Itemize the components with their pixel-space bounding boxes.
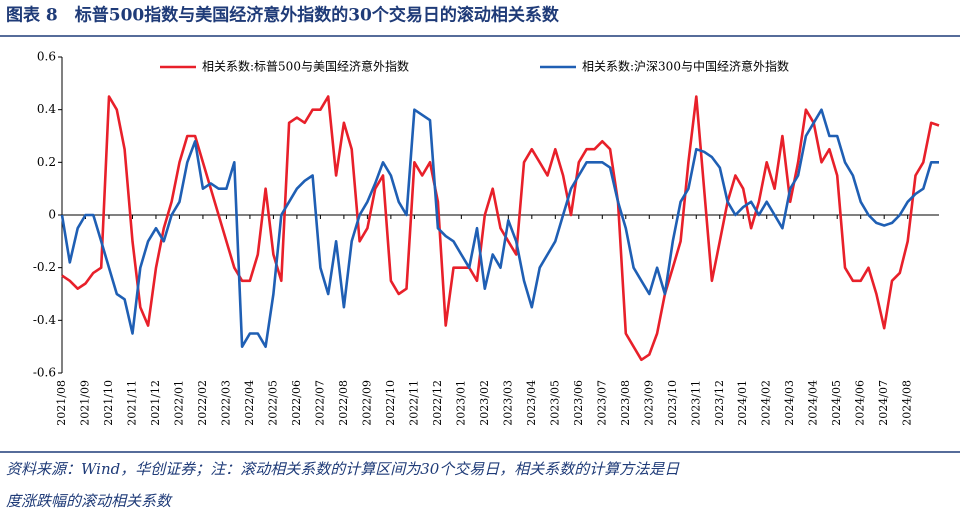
- x-tick-label: 2022/01: [172, 380, 185, 426]
- x-tick-label: 2022/08: [337, 380, 350, 426]
- x-tick-label: 2023/01: [454, 380, 467, 426]
- x-tick-label: 2023/08: [619, 380, 632, 426]
- y-tick-label: 0: [48, 208, 56, 222]
- x-tick-label: 2024/05: [830, 380, 843, 426]
- x-tick-label: 2023/12: [713, 380, 726, 426]
- y-tick-label: 0.4: [37, 102, 56, 116]
- x-tick-label: 2024/07: [877, 380, 890, 426]
- x-tick-label: 2024/08: [901, 380, 914, 426]
- y-tick-label: -0.6: [33, 366, 56, 380]
- x-tick-label: 2023/02: [478, 380, 491, 426]
- x-tick-label: 2022/02: [196, 380, 209, 426]
- x-tick-label: 2023/04: [525, 380, 538, 426]
- x-tick-label: 2022/10: [384, 380, 397, 426]
- legend-label: 相关系数:沪深300与中国经济意外指数: [582, 59, 789, 74]
- source: 度涨跌幅的滚动相关系数: [6, 492, 173, 510]
- x-tick-label: 2024/03: [783, 380, 796, 426]
- y-tick-label: 0.2: [37, 155, 56, 169]
- x-tick-label: 2022/06: [290, 380, 303, 426]
- x-tick-label: 2024/06: [854, 380, 867, 426]
- x-tick-label: 2023/10: [666, 380, 679, 426]
- x-tick-label: 2024/04: [807, 380, 820, 426]
- x-tick-label: 2023/09: [642, 380, 655, 426]
- x-tick-label: 2021/11: [125, 380, 138, 426]
- y-tick-label: -0.2: [33, 260, 56, 274]
- source: 资料来源：Wind，华创证券；注：滚动相关系数的计算区间为30个交易日，相关系数…: [6, 460, 680, 478]
- x-tick-label: 2021/10: [102, 380, 115, 426]
- x-tick-label: 2021/08: [55, 380, 68, 426]
- x-tick-label: 2022/11: [407, 380, 420, 426]
- line-series: [60, 108, 939, 348]
- x-tick-label: 2022/09: [360, 380, 373, 426]
- x-tick-label: 2021/12: [149, 380, 162, 426]
- x-tick-label: 2022/03: [219, 380, 232, 426]
- x-tick-label: 2022/07: [313, 380, 326, 426]
- x-tick-label: 2023/03: [501, 380, 514, 426]
- x-tick-label: 2024/01: [736, 380, 749, 426]
- chart-title: 图表 8 标普500指数与美国经济意外指数的30个交易日的滚动相关系数: [6, 5, 560, 26]
- x-tick-label: 2023/07: [595, 380, 608, 426]
- x-tick-label: 2021/09: [78, 380, 91, 426]
- x-tick-label: 2023/11: [689, 380, 702, 426]
- y-tick-label: -0.4: [33, 313, 57, 327]
- x-tick-label: 2023/06: [572, 380, 585, 426]
- y-tick-label: 0.6: [37, 50, 56, 64]
- x-tick-label: 2022/04: [243, 380, 256, 426]
- x-tick-label: 2022/12: [431, 380, 444, 426]
- x-tick-label: 2022/05: [266, 380, 279, 426]
- line-series: [61, 95, 940, 362]
- x-tick-label: 2023/05: [548, 380, 561, 426]
- legend-label: 相关系数:标普500与美国经济意外指数: [202, 59, 409, 74]
- x-tick-label: 2024/02: [760, 380, 773, 426]
